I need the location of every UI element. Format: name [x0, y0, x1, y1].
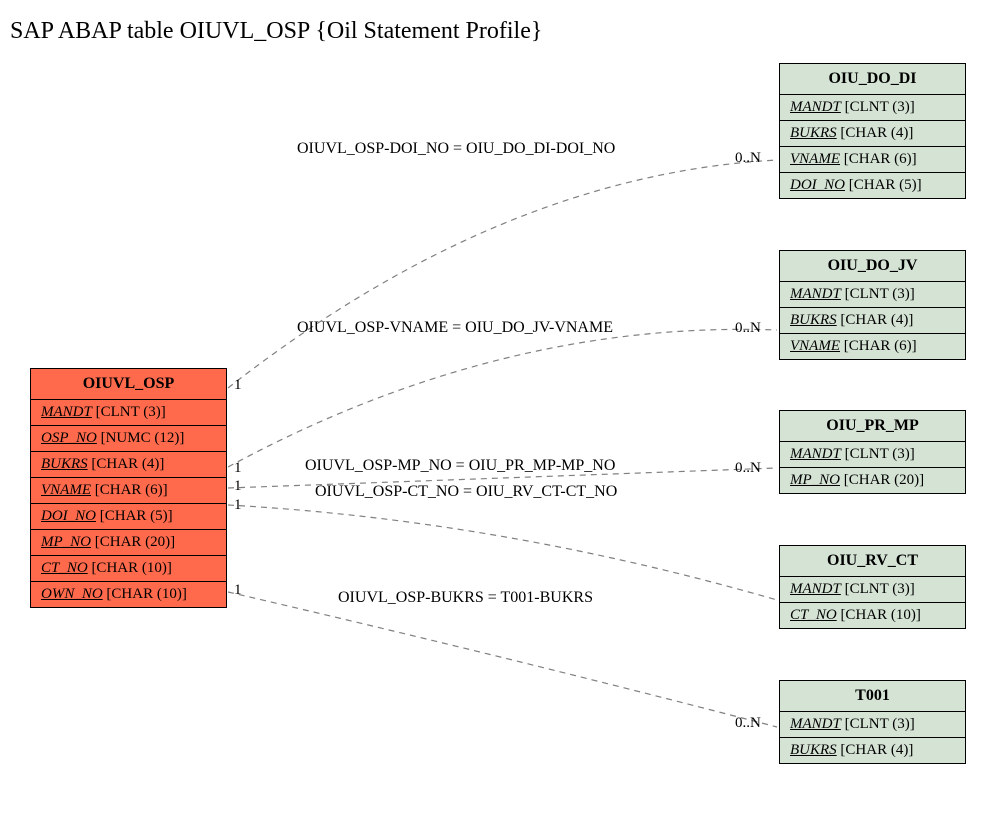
- entity-oiu_do_di: OIU_DO_DIMANDT [CLNT (3)]BUKRS [CHAR (4)…: [779, 63, 966, 199]
- field-type: [CLNT (3)]: [841, 581, 915, 597]
- field-name: MP_NO: [41, 534, 91, 550]
- entity-field: MP_NO [CHAR (20)]: [31, 530, 226, 556]
- field-type: [CHAR (10)]: [103, 586, 187, 602]
- field-type: [CHAR (5)]: [845, 177, 922, 193]
- field-name: MANDT: [790, 99, 841, 115]
- entity-header: OIU_RV_CT: [780, 546, 965, 577]
- field-name: VNAME: [41, 482, 91, 498]
- field-name: MP_NO: [790, 472, 840, 488]
- entity-field: MANDT [CLNT (3)]: [31, 400, 226, 426]
- field-name: DOI_NO: [790, 177, 845, 193]
- field-name: MANDT: [790, 446, 841, 462]
- field-name: BUKRS: [41, 456, 88, 472]
- field-name: OSP_NO: [41, 430, 97, 446]
- entity-field: MANDT [CLNT (3)]: [780, 282, 965, 308]
- entity-field: VNAME [CHAR (6)]: [780, 334, 965, 359]
- field-type: [CHAR (6)]: [91, 482, 168, 498]
- entity-field: MANDT [CLNT (3)]: [780, 712, 965, 738]
- entity-field: MANDT [CLNT (3)]: [780, 577, 965, 603]
- field-type: [CHAR (6)]: [840, 338, 917, 354]
- entity-field: CT_NO [CHAR (10)]: [780, 603, 965, 628]
- relationship-label: OIUVL_OSP-DOI_NO = OIU_DO_DI-DOI_NO: [297, 140, 615, 158]
- field-name: CT_NO: [790, 607, 837, 623]
- cardinality-right: 0..N: [735, 320, 761, 337]
- entity-t001: T001MANDT [CLNT (3)]BUKRS [CHAR (4)]: [779, 680, 966, 764]
- entity-field: OSP_NO [NUMC (12)]: [31, 426, 226, 452]
- entity-field: DOI_NO [CHAR (5)]: [31, 504, 226, 530]
- field-name: DOI_NO: [41, 508, 96, 524]
- cardinality-right: 0..N: [735, 460, 761, 477]
- entity-field: BUKRS [CHAR (4)]: [780, 121, 965, 147]
- field-type: [CHAR (4)]: [837, 742, 914, 758]
- field-type: [CHAR (4)]: [837, 125, 914, 141]
- cardinality-right: 0..N: [735, 715, 761, 732]
- relationship-edge: [228, 505, 777, 600]
- entity-field: MP_NO [CHAR (20)]: [780, 468, 965, 493]
- entity-header: OIU_DO_JV: [780, 251, 965, 282]
- entity-field: OWN_NO [CHAR (10)]: [31, 582, 226, 607]
- entity-field: MANDT [CLNT (3)]: [780, 95, 965, 121]
- cardinality-left: 1: [234, 460, 242, 477]
- field-type: [CHAR (5)]: [96, 508, 173, 524]
- cardinality-left: 1: [234, 377, 242, 394]
- field-type: [CHAR (20)]: [840, 472, 924, 488]
- field-type: [CLNT (3)]: [841, 716, 915, 732]
- field-name: CT_NO: [41, 560, 88, 576]
- field-name: VNAME: [790, 338, 840, 354]
- field-type: [NUMC (12)]: [97, 430, 185, 446]
- field-type: [CLNT (3)]: [92, 404, 166, 420]
- relationship-edge: [228, 592, 777, 727]
- entity-header: OIUVL_OSP: [31, 369, 226, 400]
- relationship-label: OIUVL_OSP-VNAME = OIU_DO_JV-VNAME: [297, 319, 613, 337]
- cardinality-left: 1: [234, 497, 242, 514]
- entity-header: OIU_PR_MP: [780, 411, 965, 442]
- entity-field: BUKRS [CHAR (4)]: [31, 452, 226, 478]
- cardinality-left: 1: [234, 478, 242, 495]
- diagram-title: SAP ABAP table OIUVL_OSP {Oil Statement …: [10, 18, 542, 45]
- entity-oiu_do_jv: OIU_DO_JVMANDT [CLNT (3)]BUKRS [CHAR (4)…: [779, 250, 966, 360]
- relationship-label: OIUVL_OSP-BUKRS = T001-BUKRS: [338, 589, 593, 607]
- field-type: [CHAR (4)]: [837, 312, 914, 328]
- field-type: [CHAR (4)]: [88, 456, 165, 472]
- entity-oiu_rv_ct: OIU_RV_CTMANDT [CLNT (3)]CT_NO [CHAR (10…: [779, 545, 966, 629]
- entity-header: T001: [780, 681, 965, 712]
- field-name: MANDT: [790, 716, 841, 732]
- entity-field: CT_NO [CHAR (10)]: [31, 556, 226, 582]
- entity-field: MANDT [CLNT (3)]: [780, 442, 965, 468]
- relationship-edge: [228, 329, 777, 467]
- field-name: VNAME: [790, 151, 840, 167]
- relationship-label: OIUVL_OSP-CT_NO = OIU_RV_CT-CT_NO: [315, 483, 617, 501]
- relationship-label: OIUVL_OSP-MP_NO = OIU_PR_MP-MP_NO: [305, 457, 615, 475]
- entity-field: BUKRS [CHAR (4)]: [780, 738, 965, 763]
- field-type: [CHAR (10)]: [88, 560, 172, 576]
- field-name: BUKRS: [790, 312, 837, 328]
- field-name: OWN_NO: [41, 586, 103, 602]
- entity-header: OIU_DO_DI: [780, 64, 965, 95]
- entity-field: DOI_NO [CHAR (5)]: [780, 173, 965, 198]
- field-name: MANDT: [790, 581, 841, 597]
- entity-field: BUKRS [CHAR (4)]: [780, 308, 965, 334]
- cardinality-left: 1: [234, 582, 242, 599]
- field-name: MANDT: [41, 404, 92, 420]
- field-type: [CLNT (3)]: [841, 99, 915, 115]
- field-type: [CHAR (6)]: [840, 151, 917, 167]
- field-type: [CLNT (3)]: [841, 446, 915, 462]
- field-name: BUKRS: [790, 742, 837, 758]
- entity-oiu_pr_mp: OIU_PR_MPMANDT [CLNT (3)]MP_NO [CHAR (20…: [779, 410, 966, 494]
- cardinality-right: 0..N: [735, 150, 761, 167]
- field-name: BUKRS: [790, 125, 837, 141]
- entity-field: VNAME [CHAR (6)]: [780, 147, 965, 173]
- entity-field: VNAME [CHAR (6)]: [31, 478, 226, 504]
- relationship-edge: [228, 160, 777, 388]
- field-type: [CLNT (3)]: [841, 286, 915, 302]
- field-type: [CHAR (20)]: [91, 534, 175, 550]
- field-type: [CHAR (10)]: [837, 607, 921, 623]
- field-name: MANDT: [790, 286, 841, 302]
- entity-oiuvl_osp: OIUVL_OSPMANDT [CLNT (3)]OSP_NO [NUMC (1…: [30, 368, 227, 608]
